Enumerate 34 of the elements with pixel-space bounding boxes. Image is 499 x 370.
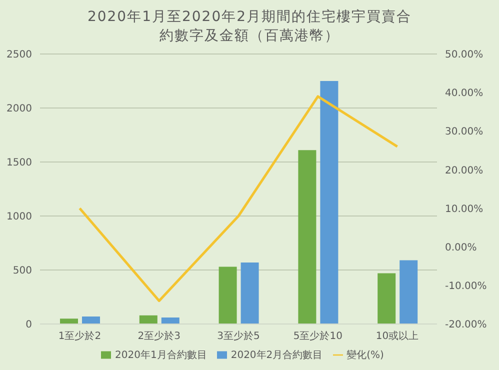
y-tick-label: 2000: [6, 104, 32, 115]
y2-tick-label: 20.00%: [445, 165, 484, 176]
x-tick-label: 10或以上: [376, 330, 419, 342]
bar: [240, 262, 259, 324]
bar: [161, 318, 180, 324]
y-tick-label: 1000: [6, 212, 32, 223]
y-tick-label: 1500: [6, 158, 32, 169]
bar: [218, 266, 237, 324]
x-tick-label: 3至少於5: [217, 330, 260, 342]
y2-tick-label: 50.00%: [445, 50, 484, 61]
x-tick-label: 2至少於3: [138, 330, 180, 342]
bar: [320, 81, 338, 324]
x-tick-label: 5至少於10: [293, 330, 342, 342]
line-series: [78, 95, 399, 302]
bar: [139, 315, 158, 324]
y2-tick-label: 10.00%: [445, 204, 484, 215]
y2-tick-label: -10.00%: [445, 280, 487, 292]
y-tick-label: 2500: [6, 50, 32, 61]
x-tick-label: 1至少於2: [58, 330, 102, 342]
y2-tick-label: 30.00%: [445, 126, 484, 138]
y2-tick-label: -20.00%: [445, 320, 487, 331]
y2-tick-label: 0.00%: [445, 242, 477, 254]
y-tick-label: 0: [26, 320, 32, 331]
legend-label: 變化(%): [346, 350, 384, 361]
y-tick-label: 500: [12, 266, 32, 277]
legend-label: 2020年1月合約數目: [115, 350, 207, 361]
bar: [378, 273, 396, 324]
legend-label: 2020年2月合約數目: [230, 350, 323, 361]
y2-tick-label: 40.00%: [445, 88, 484, 100]
bar: [400, 260, 418, 324]
bar: [82, 316, 100, 324]
bar: [60, 318, 78, 324]
chart-title: 2020年1月至2020年2月期間的住宅樓宇買賣合約數字及金額（百萬港幣）: [86, 8, 413, 46]
bar: [298, 150, 316, 324]
